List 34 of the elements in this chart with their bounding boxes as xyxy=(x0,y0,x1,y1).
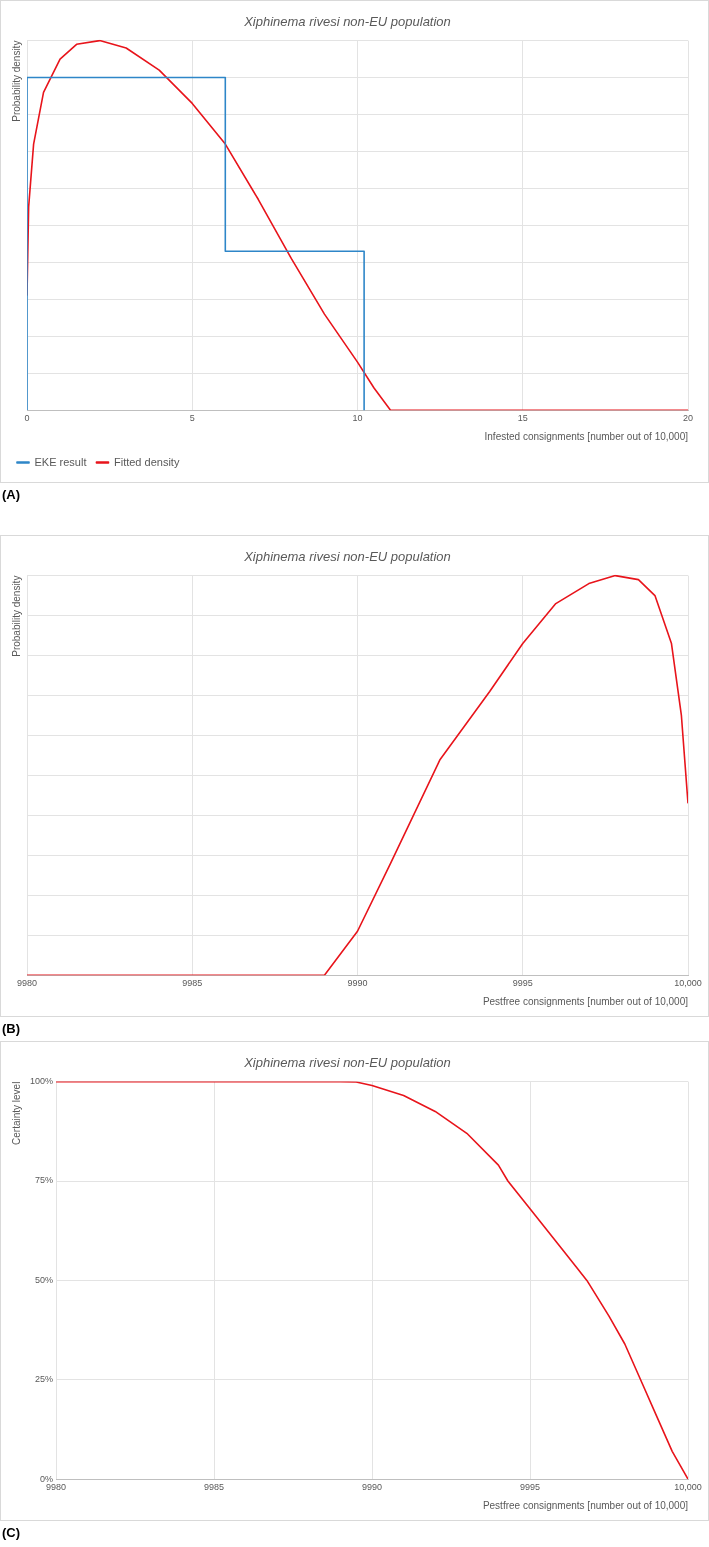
chart-title: Xiphinema rivesi non-EU population xyxy=(243,549,451,565)
x-axis-title: Pestfree consignments [number out of 10,000] xyxy=(482,995,689,1007)
x-tick-label: 10,000 xyxy=(674,1482,702,1493)
y-axis-title: Certainty level xyxy=(10,1081,22,1145)
text: (A) xyxy=(1,486,22,504)
x-tick-label: 0 xyxy=(24,413,30,424)
x-axis-title: Pestfree consignments [number out of 10,000] xyxy=(482,1499,689,1511)
y-tick-label: 75% xyxy=(35,1175,54,1186)
x-tick-label: 9980 xyxy=(46,1482,67,1493)
x-axis-title: Infested consignments [number out of 10,000] xyxy=(484,430,689,442)
y-tick-label: 100% xyxy=(29,1076,54,1087)
legend-label: EKE result xyxy=(34,455,87,468)
y-axis-title: Probability density xyxy=(10,40,22,122)
x-tick-label: 9990 xyxy=(347,978,368,989)
x-tick-label: 5 xyxy=(189,413,195,424)
x-tick-label: 20 xyxy=(682,413,694,424)
y-axis-title: Probability density xyxy=(10,575,22,657)
text: (C) xyxy=(1,1524,22,1542)
x-tick-label: 9985 xyxy=(204,1482,225,1493)
y-tick-label: 50% xyxy=(35,1274,54,1285)
chart-title: Xiphinema rivesi non-EU population xyxy=(243,14,451,30)
y-tick-label: 0% xyxy=(40,1473,54,1484)
x-tick-label: 10,000 xyxy=(674,978,702,989)
x-tick-label: 9995 xyxy=(512,978,533,989)
x-tick-label: 9990 xyxy=(361,1482,383,1493)
x-tick-label: 9985 xyxy=(182,978,203,989)
legend-label: Fitted density xyxy=(113,455,180,468)
y-tick-label: 25% xyxy=(35,1374,54,1385)
x-tick-label: 9980 xyxy=(16,978,38,989)
text: (B) xyxy=(1,1020,22,1038)
x-tick-label: 15 xyxy=(517,413,528,424)
x-tick-label: 10 xyxy=(352,413,363,424)
chart-title: Xiphinema rivesi non-EU population xyxy=(243,1055,451,1071)
x-tick-label: 9995 xyxy=(519,1482,541,1493)
